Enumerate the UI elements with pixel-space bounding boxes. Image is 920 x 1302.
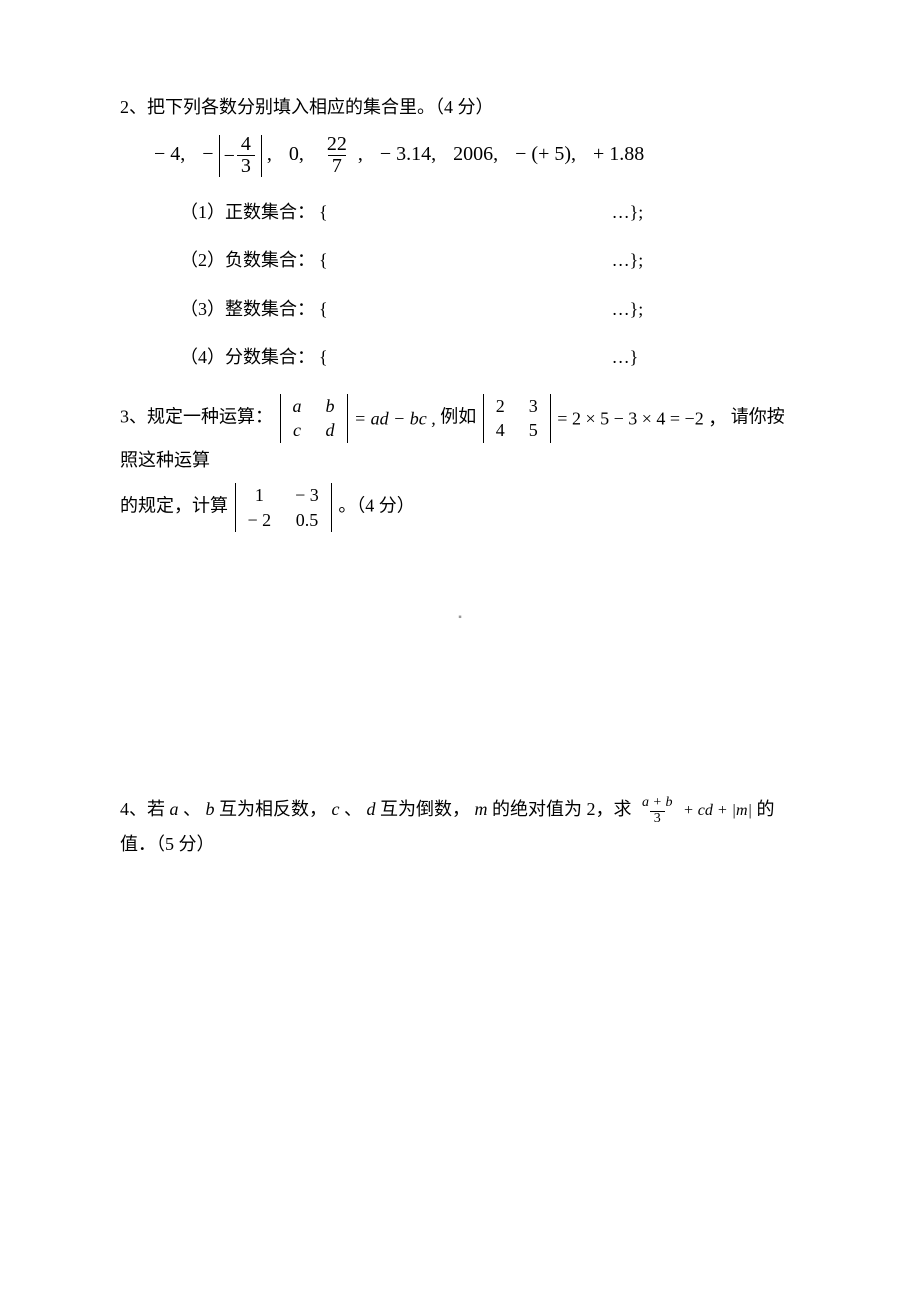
q2-set-4: （4） 分数集合： { …} (180, 340, 800, 374)
q2-num-4-frac: 22 7 (323, 134, 351, 177)
q2-num-1: − 4, (154, 143, 185, 165)
q2-num-5: − 3.14, (380, 143, 436, 165)
q4-pre: 4、若 (120, 799, 170, 819)
q2-num-4-denom: 7 (328, 155, 346, 177)
q2-num-2-inner-neg: − (224, 137, 235, 175)
det-c: 4 (484, 418, 517, 443)
set-tail: …}; (612, 292, 644, 326)
det-d: 0.5 (283, 508, 331, 533)
q4-sep2: 、 (344, 799, 362, 819)
det-c: c (281, 418, 314, 443)
brace-open: { (319, 292, 328, 326)
set-label: 分数集合： (225, 340, 315, 374)
q4-t3: 的绝对值为 2，求 (492, 799, 636, 819)
q2-num-3: 0, (289, 143, 304, 165)
brace-open: { (319, 243, 328, 277)
det-b: b (314, 394, 347, 419)
q3-det-question: 1 − 3 − 2 0.5 (235, 483, 332, 532)
q2-number-list: − 4, − − 4 3 , 0, 22 7 (154, 134, 800, 177)
q2-set-1: （1） 正数集合： { …}; (180, 195, 800, 229)
set-index: （1） (180, 195, 225, 229)
q4-t4: + cd + |m| (683, 802, 752, 819)
q3-line2-tail: 。（4 分） (338, 496, 415, 516)
q3-line2: 的规定，计算 1 − 3 − 2 0.5 。（4 分） (120, 483, 800, 532)
set-index: （2） (180, 243, 225, 277)
q2-num-2-outer-neg: − (202, 143, 213, 165)
q4-a: a (170, 799, 179, 819)
set-label: 正数集合： (225, 195, 315, 229)
set-index: （3） (180, 292, 225, 326)
q4-frac-den: 3 (650, 811, 665, 827)
set-index: （4） (180, 340, 225, 374)
q3-mid: 例如 (440, 407, 476, 427)
q4-b: b (206, 799, 215, 819)
det-c: − 2 (236, 508, 284, 533)
brace-open: { (319, 340, 328, 374)
q2-set-3: （3） 整数集合： { …}; (180, 292, 800, 326)
q2-prompt: 2、把下列各数分别填入相应的集合里。（4 分） (120, 90, 800, 124)
q2-num-7: − (+ 5), (515, 143, 576, 165)
q2-num-4: 22 7 , (321, 143, 368, 165)
q4: 4、若 a 、 b 互为相反数， c 、 d 互为倒数， m 的绝对值为 2，求… (120, 792, 800, 861)
set-tail: …}; (612, 195, 644, 229)
q3-det-example: 2 3 4 5 (483, 394, 551, 443)
q2-sets: （1） 正数集合： { …}; （2） 负数集合： { …}; （3） 整数集合… (180, 195, 800, 374)
q2-num-4-suffix: , (358, 143, 363, 165)
center-marker-icon: ▪ (458, 608, 462, 627)
set-tail: …}; (612, 243, 644, 277)
brace-open: { (319, 195, 328, 229)
q2-num-2-numer: 4 (237, 134, 255, 155)
q4-frac: a + b 3 (638, 796, 676, 826)
det-bar-right (550, 394, 551, 443)
q4-c: c (332, 799, 340, 819)
det-d: d (314, 418, 347, 443)
page: 2、把下列各数分别填入相应的集合里。（4 分） − 4, − − 4 3 , 0… (0, 0, 920, 1302)
q2-num-2-frac: 4 3 (237, 134, 255, 177)
set-label: 整数集合： (225, 292, 315, 326)
q2-num-2-abs: − 4 3 (219, 134, 262, 177)
det-bar-right (331, 483, 332, 532)
q4-t1: 互为相反数， (219, 799, 327, 819)
set-label: 负数集合： (225, 243, 315, 277)
abs-bar-right (261, 135, 262, 177)
q4-t2: 互为倒数， (380, 799, 470, 819)
q4-sep1: 、 (183, 799, 201, 819)
q3-eq1: = ad − bc , (354, 408, 436, 428)
q2-num-2-denom: 3 (237, 155, 255, 177)
q4-frac-num: a + b (638, 796, 676, 811)
q2-set-2: （2） 负数集合： { …}; (180, 243, 800, 277)
q2-num-4-numer: 22 (323, 134, 351, 155)
det-a: 1 (236, 483, 284, 508)
q4-d: d (367, 799, 376, 819)
det-bar-right (347, 394, 348, 443)
q2-num-6: 2006, (453, 143, 498, 165)
det-b: − 3 (283, 483, 331, 508)
q3-line1: 3、规定一种运算： a b c d = ad − bc , 例如 2 3 4 5… (120, 394, 800, 477)
q2-num-2: − − 4 3 , (202, 143, 277, 165)
q3: 3、规定一种运算： a b c d = ad − bc , 例如 2 3 4 5… (120, 394, 800, 532)
q3-det-def: a b c d (280, 394, 348, 443)
q3-lead: 3、规定一种运算： (120, 407, 273, 427)
det-b: 3 (517, 394, 550, 419)
det-a: 2 (484, 394, 517, 419)
q4-m: m (475, 799, 488, 819)
set-tail: …} (612, 340, 639, 374)
q2-num-2-suffix: , (267, 143, 272, 165)
q3-line2-lead: 的规定，计算 (120, 496, 233, 516)
det-d: 5 (517, 418, 550, 443)
det-a: a (281, 394, 314, 419)
q3-eq2: = 2 × 5 − 3 × 4 = −2 ， (557, 408, 726, 428)
q2-num-8: + 1.88 (593, 143, 644, 165)
